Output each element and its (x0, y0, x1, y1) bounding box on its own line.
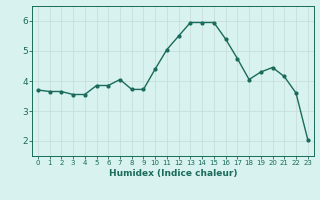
X-axis label: Humidex (Indice chaleur): Humidex (Indice chaleur) (108, 169, 237, 178)
